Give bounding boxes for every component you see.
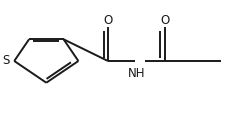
Text: NH: NH	[127, 67, 145, 80]
Text: O: O	[160, 14, 169, 27]
Text: S: S	[3, 55, 10, 67]
Text: O: O	[103, 14, 113, 27]
